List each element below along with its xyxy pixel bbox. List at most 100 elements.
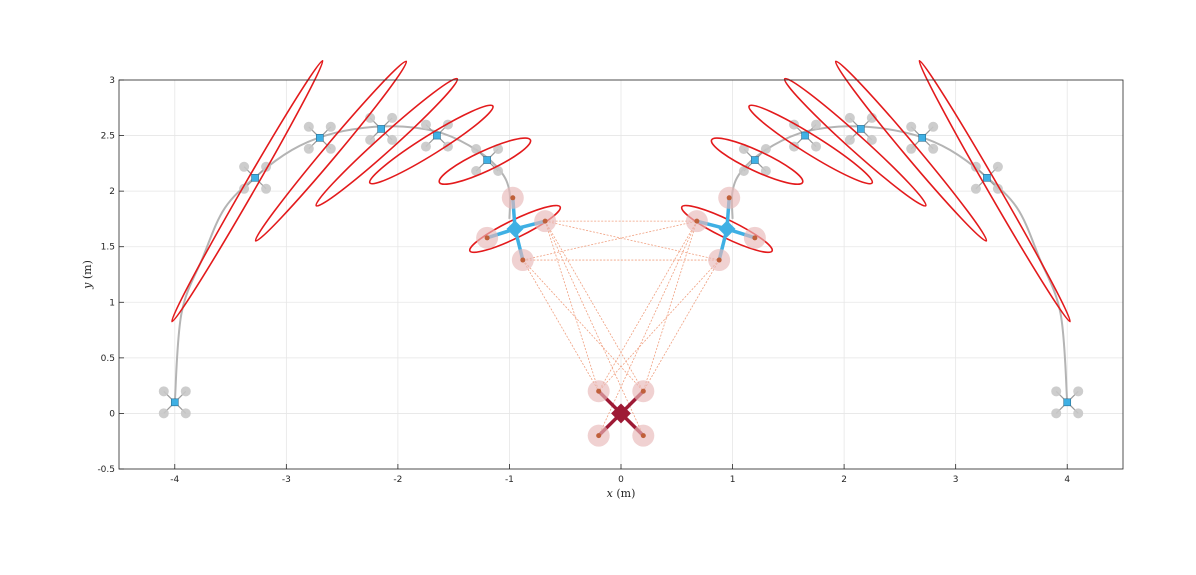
ghost-body	[251, 174, 259, 182]
y-tick-label: -0.5	[97, 465, 115, 475]
x-tick-label: -1	[505, 475, 514, 485]
y-axis-var: y	[81, 282, 94, 290]
link-line	[642, 259, 720, 392]
ghost-rotor	[844, 134, 855, 145]
ghost-rotor	[158, 386, 169, 397]
link-line	[545, 220, 720, 261]
drone-rotor-hub	[596, 433, 602, 439]
ghost-rotor	[866, 112, 877, 123]
link-line	[522, 259, 644, 392]
ghost-rotor	[365, 134, 376, 145]
ghost-rotor	[844, 112, 855, 123]
ghost-rotor	[738, 166, 749, 177]
ghost-rotor	[158, 408, 169, 419]
trajectory-left	[173, 125, 512, 403]
ghost-rotor	[1073, 408, 1084, 419]
drone-body	[506, 220, 524, 238]
uncertainty-ellipse	[783, 77, 927, 207]
ghost-body	[983, 174, 991, 182]
ghost-drone	[1051, 386, 1084, 419]
uncertainty-ellipse	[171, 59, 324, 323]
ghost-rotor	[1073, 386, 1084, 397]
drone-rotor-hub	[716, 257, 722, 263]
link-line	[544, 221, 600, 392]
y-axis-label: y (m)	[81, 260, 94, 290]
y-ticks: -0.5 0 0.5 1 1.5 2 2.5 3	[97, 76, 124, 475]
link-line	[544, 220, 644, 436]
drone-rotor-hub	[484, 235, 490, 241]
ghost-rotor	[760, 166, 771, 177]
ghost-rotor	[239, 161, 250, 172]
ghost-body	[315, 133, 324, 142]
ghost-rotor	[493, 144, 504, 155]
y-tick-label: 2.5	[101, 132, 115, 142]
y-tick-label: 2	[109, 187, 115, 197]
x-tick-label: 1	[730, 475, 736, 485]
ghost-drone	[906, 121, 939, 154]
ghost-body	[751, 156, 759, 164]
uncertainty-ellipse	[680, 204, 774, 254]
drone-rotor-hub	[510, 195, 516, 201]
ghost-body	[801, 131, 809, 140]
follower-drone	[476, 186, 557, 272]
uncertainty-ellipse	[315, 77, 459, 207]
ghost-rotor	[365, 112, 376, 123]
y-tick-label: 0	[109, 409, 115, 419]
ghost-drones	[158, 112, 1084, 419]
x-tick-label: -4	[170, 475, 179, 485]
ghost-drone	[471, 144, 504, 177]
ghost-drone	[738, 144, 771, 177]
y-tick-label: 1.5	[101, 243, 115, 253]
ghost-rotor	[420, 141, 431, 152]
drone-rotor-hub	[596, 388, 602, 394]
y-tick-label: 3	[109, 76, 115, 86]
link-line	[522, 220, 697, 261]
ghost-rotor	[325, 121, 336, 132]
ghost-drone	[303, 121, 336, 154]
drone-rotor-hub	[694, 218, 700, 224]
drone-rotor-hub	[640, 388, 646, 394]
trajectory-right	[730, 125, 1069, 403]
ghost-rotor	[387, 134, 398, 145]
ghost-rotor	[760, 144, 771, 155]
x-tick-label: -3	[282, 475, 291, 485]
drone-rotor-hub	[752, 235, 758, 241]
ghost-rotor	[738, 144, 749, 155]
ghost-body	[483, 156, 491, 164]
ghost-body	[918, 133, 927, 142]
follower-drone	[685, 186, 766, 272]
ghost-drone	[844, 112, 877, 145]
ghost-drone	[789, 119, 822, 152]
ghost-rotor	[1051, 386, 1062, 397]
x-axis-label: x (m)	[607, 487, 636, 500]
ghost-rotor	[811, 119, 822, 130]
ghost-rotor	[928, 121, 939, 132]
ghost-body	[170, 398, 179, 407]
active-drones	[476, 186, 766, 447]
link-line	[598, 220, 698, 436]
uncertainty-ellipse	[710, 137, 804, 186]
ghost-rotor	[471, 166, 482, 177]
y-tick-label: 0.5	[101, 354, 115, 364]
ghost-drone	[365, 112, 398, 145]
ghost-rotor	[906, 121, 917, 132]
x-tick-label: 4	[1064, 475, 1070, 485]
x-tick-label: 0	[618, 475, 624, 485]
uncertainty-ellipse	[748, 104, 874, 185]
drone-rotor-hub	[542, 218, 548, 224]
drone-rotor-hub	[726, 195, 732, 201]
leader-drone	[587, 380, 655, 447]
link-line	[598, 259, 720, 392]
ghost-rotor	[420, 119, 431, 130]
ghost-body	[377, 125, 385, 133]
link-line	[598, 220, 698, 392]
y-tick-label: 1	[109, 298, 115, 308]
x-tick-label: 3	[953, 475, 959, 485]
x-tick-label: -2	[393, 475, 402, 485]
ghost-rotor	[1051, 408, 1062, 419]
ghost-rotor	[493, 166, 504, 177]
ghost-rotor	[180, 408, 191, 419]
ghost-rotor	[992, 161, 1003, 172]
communication-links	[522, 220, 720, 436]
